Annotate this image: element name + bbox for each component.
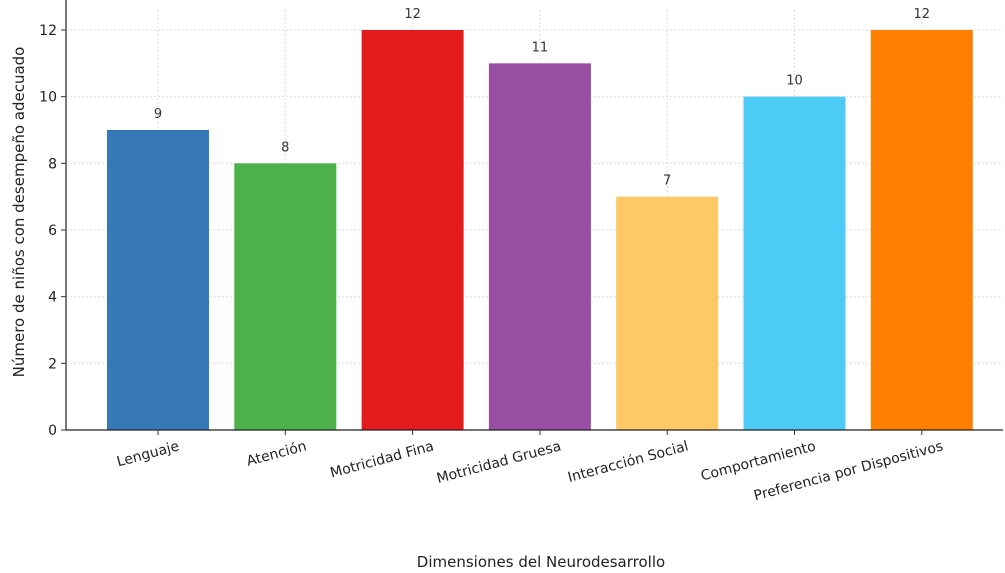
bar bbox=[107, 130, 209, 430]
x-tick-label: Motricidad Fina bbox=[329, 438, 436, 481]
bar bbox=[488, 63, 591, 430]
bar-value-label: 11 bbox=[532, 40, 549, 55]
x-tick-label: Motricidad Gruesa bbox=[435, 438, 563, 487]
bar bbox=[361, 30, 464, 430]
bar bbox=[870, 30, 973, 430]
y-axis-title: Número de niños con desempeño adecuado bbox=[10, 47, 28, 378]
y-tick-label: 8 bbox=[48, 156, 57, 172]
y-tick-label: 2 bbox=[48, 356, 57, 372]
y-tick-label: 10 bbox=[39, 90, 57, 106]
bar-value-label: 12 bbox=[404, 7, 421, 22]
bar-value-label: 7 bbox=[663, 174, 671, 189]
x-axis-ticks: Lenguaje Atención Motricidad Fina Motricida… bbox=[115, 430, 945, 504]
bar bbox=[743, 96, 846, 431]
x-tick-label: Atención bbox=[245, 438, 308, 469]
y-tick-label: 4 bbox=[48, 290, 57, 306]
y-axis-ticks: 0 2 4 6 8 10 12 bbox=[39, 23, 66, 439]
bar bbox=[616, 196, 719, 430]
y-tick-label: 12 bbox=[39, 23, 57, 39]
bar-value-label: 9 bbox=[154, 107, 162, 122]
bar bbox=[234, 163, 337, 431]
value-labels: 9 8 12 11 7 10 12 bbox=[154, 7, 930, 189]
y-tick-label: 6 bbox=[48, 223, 57, 239]
bar-value-label: 10 bbox=[786, 74, 803, 89]
x-axis-title: Dimensiones del Neurodesarrollo bbox=[417, 553, 665, 571]
x-tick-label: Lenguaje bbox=[115, 438, 181, 470]
x-tick-label: Interacción Social bbox=[566, 438, 690, 486]
bar-value-label: 12 bbox=[914, 7, 931, 22]
bars bbox=[107, 30, 973, 431]
bar-value-label: 8 bbox=[281, 140, 289, 155]
axes bbox=[65, 0, 1003, 431]
y-tick-label: 0 bbox=[48, 423, 57, 439]
